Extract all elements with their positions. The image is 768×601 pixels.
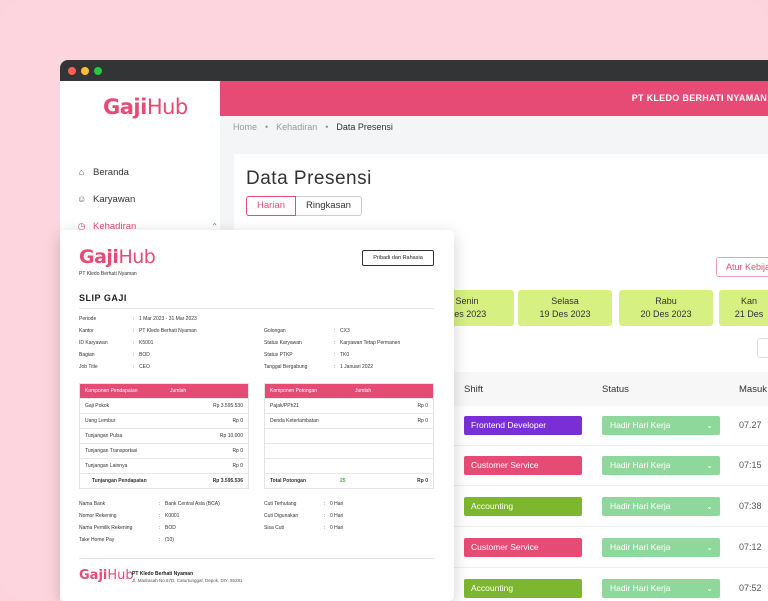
breadcrumb-kehadiran[interactable]: Kehadiran <box>276 122 318 132</box>
divider <box>79 308 434 309</box>
maximize-window-icon[interactable] <box>94 66 102 75</box>
footer-company: PT Kledo Berhati Nyaman <box>132 571 194 577</box>
take-home-pay: Take Home Pay: (10) <box>79 537 174 543</box>
private-confidential-button[interactable]: Pribadi dan Rahasia <box>362 250 434 266</box>
masuk-time: 07.27 <box>739 420 762 430</box>
breadcrumb-current: Data Presensi <box>336 122 393 132</box>
sidebar-item-beranda[interactable]: ⌂ Beranda <box>78 167 129 178</box>
shift-tag[interactable]: Customer Service <box>464 456 582 475</box>
home-icon: ⌂ <box>78 167 85 177</box>
status-dropdown[interactable]: Hadir Hari Kerja ⌄ <box>602 538 720 557</box>
masuk-time: 07:15 <box>739 460 762 470</box>
footer-address: Jl. Madrasah No.67D, Caturtunggal, Depok… <box>132 578 243 583</box>
top-bar: PT KLEDO BERHATI NYAMAN TE <box>220 81 768 116</box>
payslip-logo: GajiHub <box>79 246 156 268</box>
shift-tag[interactable]: Accounting <box>464 579 582 598</box>
masuk-time: 07:12 <box>739 542 762 552</box>
shift-tag[interactable]: Frontend Developer <box>464 416 582 435</box>
header-status[interactable]: Status <box>602 384 629 395</box>
deduction-table: Komponen Potongan Jumlah Pajak/PPh21 Rp 0 … <box>264 383 434 489</box>
bank-name: Nama Bank: Bank Central Asia (BCA) <box>79 501 220 507</box>
status-dropdown[interactable]: Hadir Hari Kerja ⌄ <box>602 456 720 475</box>
shift-tag[interactable]: Accounting <box>464 497 582 516</box>
leave-remaining: Sisa Cuti:0 Hari <box>264 525 344 531</box>
tab-harian[interactable]: Harian <box>246 196 296 216</box>
filter-button[interactable] <box>757 338 768 358</box>
footer-logo: GajiHub <box>79 568 134 583</box>
bank-owner: Nama Pemilik Rekening: BOD <box>79 525 176 531</box>
table-row: Tunjangan Pulsa Rp 10.000 <box>80 428 248 443</box>
leave-owed: Cuti Terhutang:0 Hari <box>264 501 344 507</box>
masuk-time: 07:52 <box>739 583 762 593</box>
breadcrumb-home[interactable]: Home <box>233 122 258 132</box>
tab-ringkasan[interactable]: Ringkasan <box>296 196 362 216</box>
table-row: Tunjangan Transportasi Rp 0 <box>80 443 248 458</box>
bank-account: Nomor Rekening: K0001 <box>79 513 180 519</box>
info-bagian: Bagian: BOD <box>79 352 150 358</box>
chevron-down-icon: ⌄ <box>706 584 713 593</box>
header-shift[interactable]: Shift <box>464 384 484 395</box>
info-golongan: Golongan: CX3 <box>264 328 350 334</box>
shift-tag[interactable]: Customer Service <box>464 538 582 557</box>
chevron-down-icon: ⌄ <box>706 543 713 552</box>
info-ptkp: Status PTKP: TK0 <box>264 352 350 358</box>
view-tabs: Harian Ringkasan <box>246 196 362 216</box>
info-tanggal-bergabung: Tanggal Bergabung:1 Januari 2022 <box>264 364 374 370</box>
table-row: Pajak/PPh21 Rp 0 <box>265 398 433 413</box>
info-jobtitle: Job Title: CEO <box>79 364 150 370</box>
clock-icon: ◷ <box>77 221 86 231</box>
chevron-down-icon: ⌄ <box>706 502 713 511</box>
sidebar-item-karyawan[interactable]: ☺ Karyawan <box>77 194 136 205</box>
income-total-row: Tunjangan Pendapatan Rp 3.595.536 <box>80 473 248 488</box>
chevron-up-icon: ⌃ <box>211 222 218 231</box>
table-row: Tunjangan Lainnya Rp 0 <box>80 458 248 473</box>
payslip-title: SLIP GAJI <box>79 293 127 303</box>
info-id: ID Karyawan: K5001 <box>79 340 154 346</box>
divider <box>79 558 434 559</box>
masuk-time: 07:38 <box>739 501 762 511</box>
table-row: Uang Lembur Rp 0 <box>80 413 248 428</box>
status-dropdown[interactable]: Hadir Hari Kerja ⌄ <box>602 416 720 435</box>
atur-kebijakan-button[interactable]: Atur Kebijal <box>716 257 768 277</box>
info-kantor: Kantor: PT Kledo Berhati Nyaman <box>79 328 197 334</box>
page-title: Data Presensi <box>246 168 372 189</box>
chevron-down-icon: ⌄ <box>706 461 713 470</box>
table-row: Gaji Pokok Rp 3.595.530 <box>80 398 248 413</box>
table-row: Denda Keterlambatan Rp 0 <box>265 413 433 428</box>
app-logo[interactable]: GajiHub <box>103 95 188 119</box>
chevron-down-icon: ⌄ <box>706 421 713 430</box>
info-status-karyawan: Status Karyawan: Karyawan Tetap Permanen <box>264 340 401 346</box>
header-masuk[interactable]: Masuk <box>739 384 767 395</box>
sidebar-item-kehadiran[interactable]: ◷ Kehadiran ⌃ <box>77 221 218 232</box>
status-dropdown[interactable]: Hadir Hari Kerja ⌄ <box>602 497 720 516</box>
day-card-selasa[interactable]: Selasa 19 Des 2023 <box>518 290 612 326</box>
close-window-icon[interactable] <box>68 66 76 75</box>
payslip-company: PT Kledo Berhati Nyaman <box>79 271 137 277</box>
info-periode: Periode:1 Mar 2023 - 31 Mar 2023 <box>79 316 197 322</box>
window-titlebar <box>60 60 768 81</box>
day-card-kamis[interactable]: Kan 21 Des <box>719 290 768 326</box>
leave-used: Cuti Digunakan:0 Hari <box>264 513 344 519</box>
status-dropdown[interactable]: Hadir Hari Kerja ⌄ <box>602 579 720 598</box>
minimize-window-icon[interactable] <box>81 66 89 75</box>
payslip-card: GajiHub PT Kledo Berhati Nyaman Pribadi … <box>60 230 454 601</box>
income-table: Komponen Pendapatan Jumlah Gaji Pokok Rp 3… <box>79 383 249 489</box>
user-icon: ☺ <box>77 194 87 204</box>
company-name: PT KLEDO BERHATI NYAMAN TE <box>631 93 768 103</box>
deduction-total-row: Total Potongan 25 Rp 0 <box>265 473 433 488</box>
breadcrumb: Home • Kehadiran • Data Presensi <box>233 122 393 132</box>
day-card-rabu[interactable]: Rabu 20 Des 2023 <box>619 290 713 326</box>
